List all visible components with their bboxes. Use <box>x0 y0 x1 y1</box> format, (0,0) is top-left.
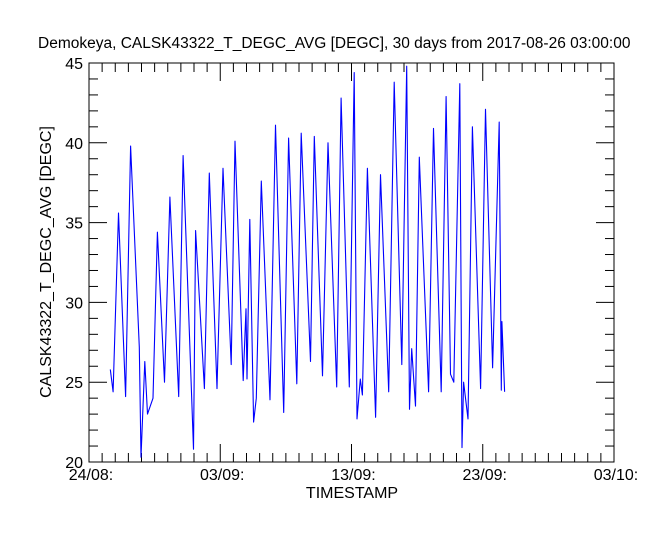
y-tick-label: 30 <box>65 295 83 312</box>
y-tick-label: 35 <box>65 216 83 233</box>
y-tick-labels: 20 25 30 35 40 45 <box>65 56 83 472</box>
x-axis-label: TIMESTAMP <box>306 485 398 502</box>
y-tick-label: 25 <box>65 375 83 392</box>
x-tick-labels: 24/08: 03/09: 13/09: 23/09: 03/10: <box>69 467 638 484</box>
y-axis-label: CALSK43322_T_DEGC_AVG [DEGC] <box>38 126 55 398</box>
x-tick-label: 23/09: <box>463 467 507 484</box>
x-tick-label: 03/10: <box>594 467 638 484</box>
axis-ticks <box>88 62 615 463</box>
y-tick-label: 40 <box>65 136 83 153</box>
chart-title: Demokeya, CALSK43322_T_DEGC_AVG [DEGC], … <box>38 35 631 52</box>
x-tick-label: 03/09: <box>200 467 244 484</box>
y-tick-label: 20 <box>65 455 83 472</box>
x-tick-label: 13/09: <box>331 467 375 484</box>
series-line <box>109 65 506 458</box>
y-tick-label: 45 <box>65 56 83 73</box>
x-tick-label: 24/08: <box>69 467 113 484</box>
